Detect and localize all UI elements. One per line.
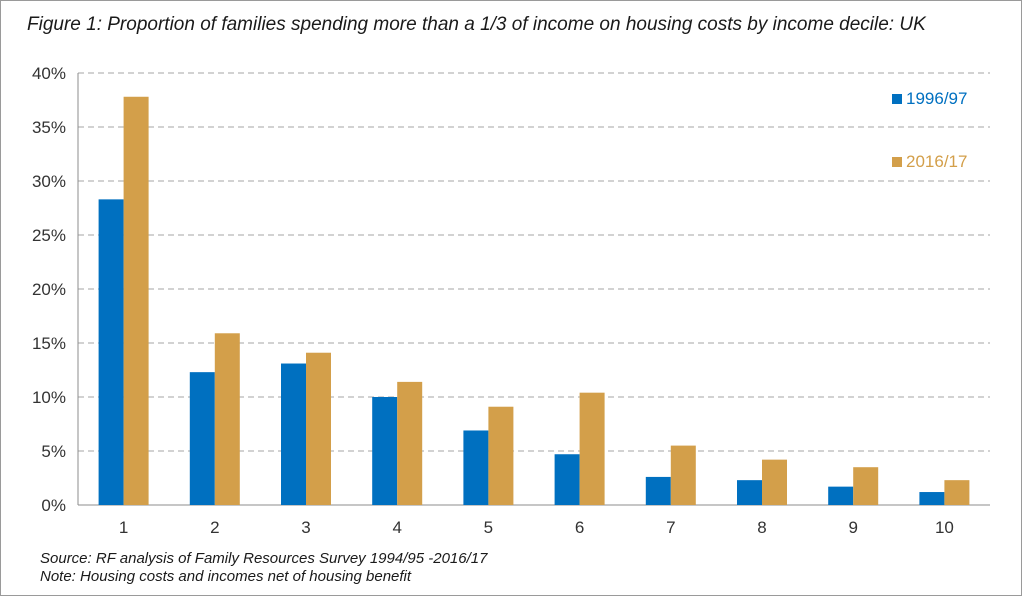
bar-1996-97-decile-9	[828, 486, 854, 505]
bar-1996-97-decile-1	[98, 199, 124, 506]
x-tick-label: 3	[301, 518, 310, 537]
legend-swatch	[892, 157, 902, 167]
y-tick-label: 35%	[32, 118, 66, 137]
bar-1996-97-decile-2	[189, 372, 215, 505]
x-tick-label: 1	[119, 518, 128, 537]
x-tick-label: 10	[935, 518, 954, 537]
housing-note: Note: Housing costs and incomes net of h…	[40, 568, 412, 585]
bar-2016-17-decile-8	[762, 459, 787, 505]
bar-2016-17-decile-4	[397, 381, 423, 505]
y-tick-label: 5%	[41, 442, 66, 461]
bar-2016-17-decile-3	[306, 352, 331, 505]
bar-2016-17-decile-9	[853, 467, 879, 505]
bar-1996-97-decile-5	[463, 430, 489, 505]
bar-2016-17-decile-6	[579, 392, 605, 505]
y-tick-label: 20%	[32, 280, 66, 299]
y-tick-label: 30%	[32, 172, 66, 191]
bar-2016-17-decile-1	[123, 96, 149, 505]
y-tick-label: 10%	[32, 388, 66, 407]
bar-1996-97-decile-7	[645, 476, 671, 505]
x-tick-label: 9	[848, 518, 857, 537]
bar-1996-97-decile-6	[554, 454, 580, 505]
legend-label: 2016/17	[906, 152, 967, 171]
legend-swatch	[892, 94, 902, 104]
x-tick-label: 2	[210, 518, 219, 537]
chart-title: Figure 1: Proportion of families spendin…	[27, 14, 926, 35]
y-tick-label: 0%	[41, 496, 66, 515]
bar-1996-97-decile-4	[372, 397, 398, 505]
legend-label: 1996/97	[906, 89, 967, 108]
bar-1996-97-decile-3	[281, 363, 306, 505]
y-tick-label: 15%	[32, 334, 66, 353]
x-tick-label: 5	[484, 518, 493, 537]
source-note: Source: RF analysis of Family Resources …	[40, 550, 488, 567]
bar-2016-17-decile-10	[944, 480, 970, 505]
x-tick-label: 4	[392, 518, 401, 537]
x-tick-label: 6	[575, 518, 584, 537]
bar-1996-97-decile-10	[919, 492, 945, 505]
y-tick-label: 40%	[32, 64, 66, 83]
bar-2016-17-decile-5	[488, 406, 514, 505]
bar-2016-17-decile-2	[214, 333, 240, 505]
bar-2016-17-decile-7	[670, 445, 696, 505]
chart-notes: Source: RF analysis of Family Resources …	[40, 550, 487, 586]
bar-1996-97-decile-8	[737, 480, 762, 505]
x-tick-label: 7	[666, 518, 675, 537]
x-tick-label: 8	[757, 518, 766, 537]
y-tick-label: 25%	[32, 226, 66, 245]
